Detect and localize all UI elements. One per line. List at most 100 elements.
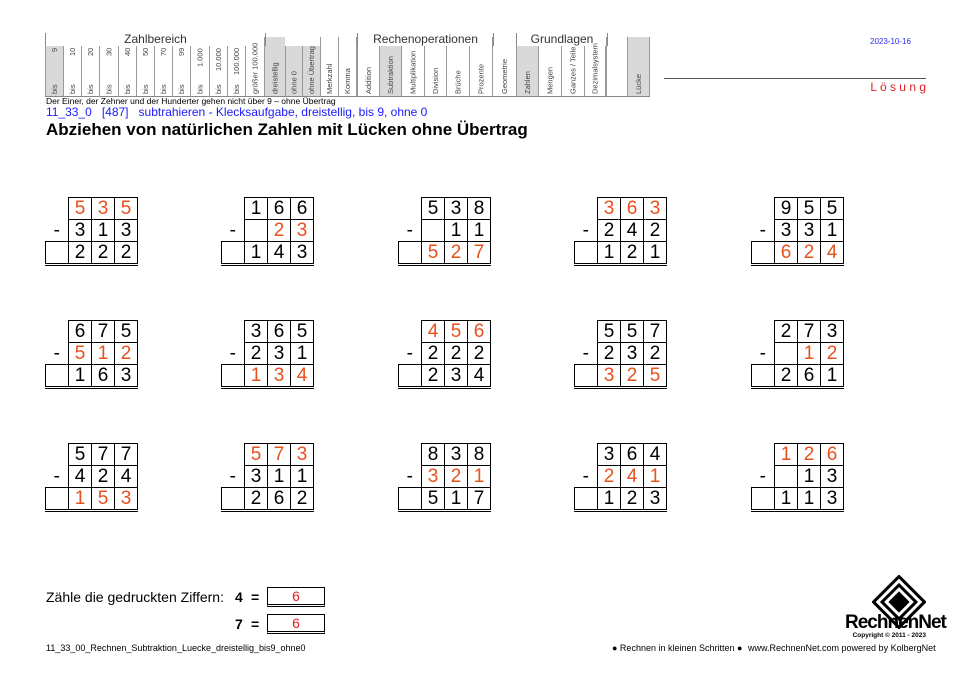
empty-cell xyxy=(45,364,69,389)
minuend-digit: 9 xyxy=(774,197,798,220)
column-label: bis xyxy=(177,84,186,94)
column-label: bis xyxy=(86,84,95,94)
minus-sign: - xyxy=(229,465,236,487)
category-column: Division xyxy=(424,46,446,96)
column-label: Prozente xyxy=(476,63,486,94)
difference-digit: 1 xyxy=(774,487,798,512)
minuend-digit: 3 xyxy=(444,197,468,220)
subtrahend-digit: 1 xyxy=(91,342,115,365)
empty-cell xyxy=(751,241,775,266)
minus-sign: - xyxy=(582,219,589,241)
difference-digit: 5 xyxy=(421,241,445,266)
column-label: Dezimalsystem xyxy=(590,43,600,94)
category-column: Prozente xyxy=(469,46,492,96)
minuend-digit: 2 xyxy=(797,443,821,466)
difference-digit: 2 xyxy=(620,364,644,389)
empty-cell xyxy=(399,198,422,220)
minuend-digit: 5 xyxy=(620,320,644,343)
difference-digit: 7 xyxy=(467,487,491,512)
minuend-digit: 8 xyxy=(467,443,491,466)
empty-cell xyxy=(752,444,775,466)
site-credit: www.RechnenNet.com powered by KolbergNet xyxy=(748,643,936,653)
difference-digit: 3 xyxy=(597,364,621,389)
difference-digit: 5 xyxy=(91,487,115,512)
empty-cell xyxy=(398,487,422,512)
difference-digit: 4 xyxy=(467,364,491,389)
subtrahend-digit: 2 xyxy=(643,219,667,242)
group-rechenoperationen: Rechenoperationen xyxy=(357,33,494,46)
difference-digit: 1 xyxy=(820,364,844,389)
minus-sign: - xyxy=(53,342,60,364)
subtrahend-digit xyxy=(244,219,268,242)
empty-cell xyxy=(574,241,598,266)
difference-digit: 1 xyxy=(444,487,468,512)
difference-digit: 6 xyxy=(774,241,798,266)
column-label: Lücke xyxy=(634,73,643,94)
empty-cell xyxy=(46,198,69,220)
subtrahend-digit: 3 xyxy=(620,342,644,365)
empty-cell xyxy=(45,241,69,266)
subtrahend-digit: 2 xyxy=(643,342,667,365)
name-line xyxy=(664,78,926,79)
minus-sign: - xyxy=(406,465,413,487)
minuend-digit: 6 xyxy=(620,443,644,466)
count-answer-1: 6 xyxy=(267,587,325,607)
minuend-digit: 2 xyxy=(774,320,798,343)
difference-digit: 2 xyxy=(444,241,468,266)
column-label: Mengen xyxy=(545,66,555,94)
category-column: 10 bis xyxy=(63,46,81,96)
subtrahend-digit: 2 xyxy=(114,342,138,365)
category-column: Lücke xyxy=(627,37,650,96)
minuend-digit: 4 xyxy=(421,320,445,343)
difference-digit: 2 xyxy=(620,241,644,266)
category-column: 10.000 bis xyxy=(209,46,227,96)
minuend-digit: 3 xyxy=(91,197,115,220)
category-column: 100.000 bis xyxy=(227,46,245,96)
subtrahend-digit: 2 xyxy=(421,342,445,365)
difference-digit: 2 xyxy=(774,364,798,389)
minus-sign: - xyxy=(759,219,766,241)
empty-cell xyxy=(46,444,69,466)
minuend-digit: 6 xyxy=(820,443,844,466)
minus-sign: - xyxy=(53,465,60,487)
column-label: Komma xyxy=(343,68,352,94)
difference-digit: 6 xyxy=(797,364,821,389)
column-label: Multiplikation xyxy=(408,50,418,94)
minuend-digit: 7 xyxy=(114,443,138,466)
minuend-digit: 5 xyxy=(244,443,268,466)
category-column: Zahlen xyxy=(516,46,538,96)
category-column: Geometrie xyxy=(492,37,516,96)
difference-digit: 2 xyxy=(620,487,644,512)
minuend-digit: 3 xyxy=(290,443,314,466)
empty-cell xyxy=(751,487,775,512)
difference-digit: 3 xyxy=(290,241,314,266)
minus-sign: - xyxy=(406,342,413,364)
category-column: 70 bis xyxy=(154,46,172,96)
minuend-digit: 8 xyxy=(467,197,491,220)
column-top-label: 50 xyxy=(141,48,150,57)
subtrahend-digit: 2 xyxy=(244,342,268,365)
page-title: Abziehen von natürlichen Zahlen mit Lück… xyxy=(46,120,528,139)
category-column: Brüche xyxy=(446,46,469,96)
subtrahend-digit: 2 xyxy=(597,219,621,242)
date: 2023-10-16 xyxy=(870,37,911,46)
subtrahend-digit: 3 xyxy=(421,465,445,488)
column-label: bis xyxy=(123,84,132,94)
subtrahend-digit: 1 xyxy=(444,219,468,242)
category-column: Merkzahl xyxy=(320,37,338,96)
minuend-digit: 3 xyxy=(820,320,844,343)
difference-digit: 2 xyxy=(421,364,445,389)
column-label: Ganzes / Teile xyxy=(568,46,578,94)
column-label: bis xyxy=(195,84,205,94)
difference-digit: 3 xyxy=(444,364,468,389)
column-label: dreistellig xyxy=(270,62,280,94)
subtrahend-digit: 1 xyxy=(267,465,291,488)
column-top-label: 1.000 xyxy=(195,48,205,67)
